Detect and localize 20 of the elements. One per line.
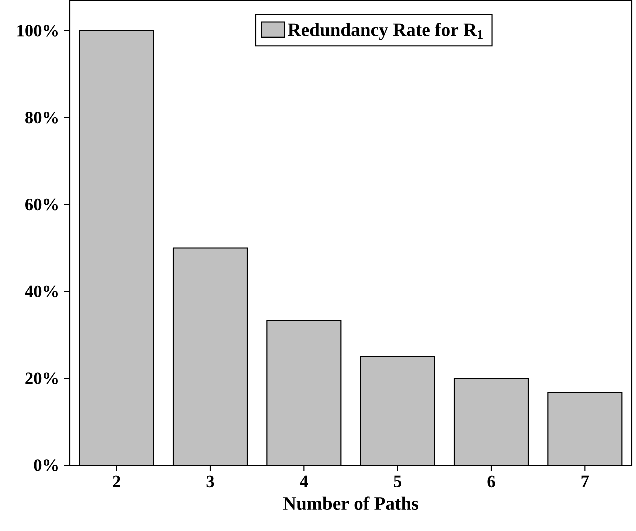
bar xyxy=(454,378,528,466)
legend-label: Redundancy Rate for R$_{1}$ xyxy=(288,23,483,40)
x-tick-label: 5 xyxy=(394,476,402,488)
y-tick-label: 80% xyxy=(26,112,58,124)
bar xyxy=(80,31,154,466)
y-tick-label: 100% xyxy=(18,25,58,38)
y-tick-label: 20% xyxy=(26,372,58,385)
x-axis-title: Number of Paths xyxy=(283,496,418,510)
x-tick-label: 3 xyxy=(206,476,214,488)
bar xyxy=(267,321,342,466)
x-tick-label: 6 xyxy=(488,476,496,488)
y-tick-label: 0% xyxy=(34,460,58,472)
x-tick-label: 4 xyxy=(300,476,308,488)
x-tick-label: 7 xyxy=(582,476,590,488)
bar xyxy=(174,248,248,466)
bar xyxy=(360,357,435,466)
bar xyxy=(548,392,623,466)
y-tick-label: 40% xyxy=(25,286,58,298)
x-tick-label: 2 xyxy=(113,476,120,488)
y-tick-label: 60% xyxy=(26,199,58,211)
